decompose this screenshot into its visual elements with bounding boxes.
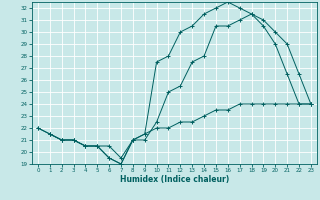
- X-axis label: Humidex (Indice chaleur): Humidex (Indice chaleur): [120, 175, 229, 184]
